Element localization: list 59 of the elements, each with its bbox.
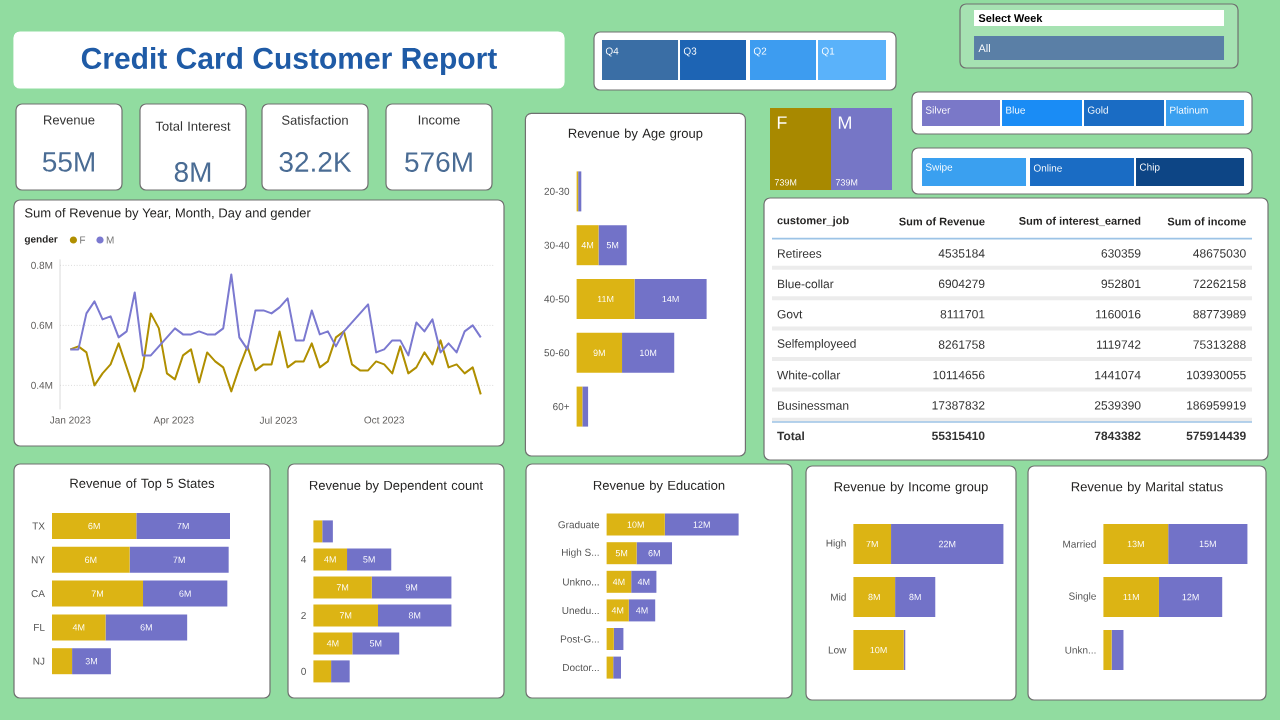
bar (322, 520, 333, 543)
bar (853, 630, 904, 670)
bar (313, 632, 353, 655)
bar (622, 332, 675, 373)
text: 55M (42, 152, 94, 172)
category-label: F (777, 116, 787, 129)
bar (598, 225, 627, 266)
bar (664, 513, 739, 536)
bar (313, 520, 323, 543)
bar (331, 660, 350, 683)
text: 8M (174, 162, 211, 182)
bar (631, 570, 657, 593)
bar (105, 614, 188, 641)
bar (52, 580, 144, 607)
bar (613, 628, 624, 651)
bar (582, 386, 589, 427)
bar (136, 513, 230, 539)
bar (628, 599, 656, 622)
bar (347, 548, 392, 571)
bar (371, 576, 452, 599)
bar (606, 542, 637, 565)
bar (1103, 630, 1112, 670)
bar (1111, 630, 1124, 670)
bar (313, 548, 348, 571)
bar (352, 632, 400, 655)
bar (576, 278, 635, 319)
bar (1158, 577, 1223, 617)
bar (576, 225, 599, 266)
bar (1168, 524, 1248, 564)
bar (1103, 577, 1159, 617)
bar (853, 524, 892, 564)
text: Credit Card Customer Report (81, 47, 497, 75)
bar (576, 332, 623, 373)
bar (853, 577, 896, 617)
bar (52, 546, 130, 573)
bar (891, 524, 1004, 564)
text: 32.2K (279, 152, 352, 172)
bar (634, 278, 707, 319)
bar (52, 614, 106, 641)
category-label: M (838, 116, 851, 129)
bar (313, 576, 372, 599)
bar (143, 580, 228, 607)
bar (377, 604, 452, 627)
bar (313, 660, 332, 683)
bar (129, 546, 229, 573)
bar (606, 656, 614, 679)
bar (606, 599, 629, 622)
bar (636, 542, 673, 565)
bar (313, 604, 378, 627)
bar (606, 570, 632, 593)
bar (52, 513, 137, 539)
text: 576M (405, 152, 472, 172)
bar (1103, 524, 1169, 564)
bar (72, 648, 111, 675)
bar (895, 577, 936, 617)
bar (52, 648, 73, 675)
bar (606, 628, 614, 651)
bar (606, 513, 665, 536)
bar (613, 656, 622, 679)
